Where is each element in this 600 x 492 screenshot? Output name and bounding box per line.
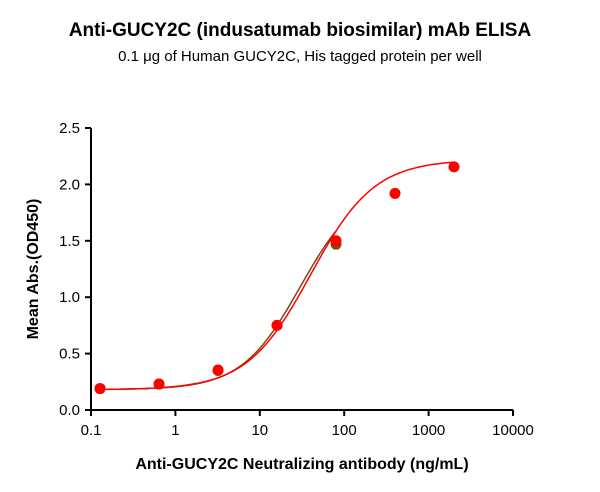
y-tick-label: 2.5 <box>59 120 80 137</box>
x-tick-label: 100 <box>332 422 357 439</box>
y-tick-label: 2.0 <box>59 176 80 193</box>
data-point <box>330 235 342 247</box>
x-axis-label: Anti-GUCY2C Neutralizing antibody (ng/mL… <box>135 456 468 473</box>
x-tick-label: 0.1 <box>81 422 102 439</box>
data-point <box>153 378 165 390</box>
y-tick-label: 1.5 <box>59 233 80 250</box>
data-point <box>448 161 460 173</box>
chart-title: Anti-GUCY2C (indusatumab biosimilar) mAb… <box>68 20 532 41</box>
x-tick-label: 10 <box>251 422 268 439</box>
data-point <box>271 319 283 331</box>
chart-subtitle: 0.1 μg of Human GUCY2C, His tagged prote… <box>118 48 482 65</box>
x-tick-label: 1000 <box>412 422 445 439</box>
fit-curve <box>100 161 455 391</box>
y-tick-label: 0.5 <box>59 346 80 363</box>
y-tick-label: 0.0 <box>59 402 80 419</box>
data-point <box>212 364 224 376</box>
data-point <box>94 383 106 395</box>
y-axis-label: Mean Abs.(OD450) <box>25 199 42 340</box>
data-point <box>389 187 401 199</box>
x-tick-label: 10000 <box>492 422 534 439</box>
y-tick-label: 1.0 <box>59 289 80 306</box>
x-tick-label: 1 <box>171 422 179 439</box>
